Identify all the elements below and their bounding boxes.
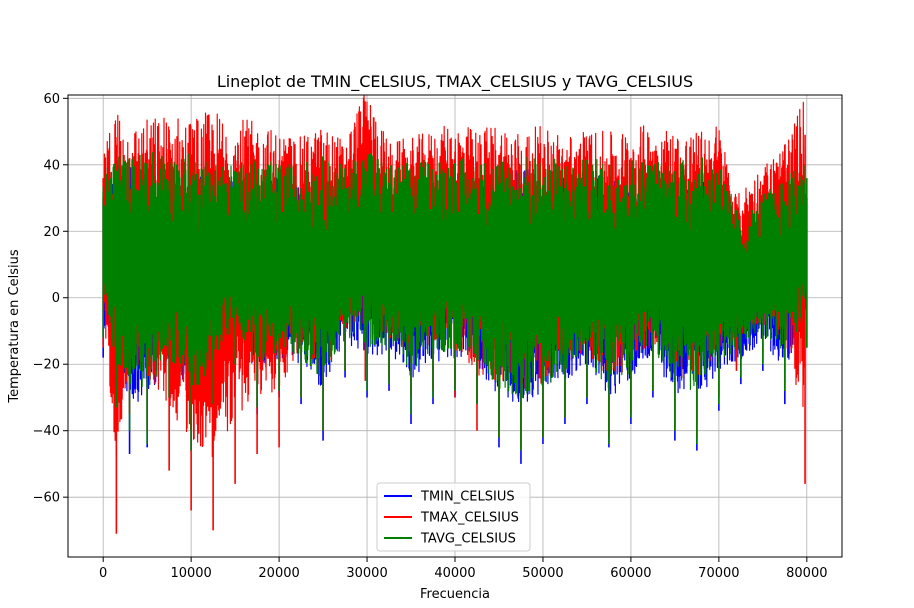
y-axis-label: Temperatura en Celsius [7, 249, 22, 403]
x-tick-label: 70000 [698, 566, 739, 581]
x-tick-label: 50000 [522, 566, 563, 581]
x-tick-label: 40000 [434, 566, 475, 581]
x-axis-label: Frecuencia [420, 587, 490, 602]
x-axis: 0 10000 20000 30000 40000 50000 60000 70000 8000… [99, 557, 827, 581]
y-tick-label: −60 [33, 491, 60, 506]
x-tick-label: 10000 [170, 566, 211, 581]
y-tick-label: −40 [33, 424, 60, 439]
y-tick-label: 40 [43, 158, 60, 173]
legend: TMIN_CELSIUS TMAX_CELSIUS TAVG_CELSIUS [376, 482, 531, 552]
y-tick-label: 20 [43, 225, 60, 240]
series-line-tmax-celsius [102, 95, 806, 458]
y-tick-label: 0 [52, 291, 60, 306]
chart-title: Lineplot de TMIN_CELSIUS, TMAX_CELSIUS y… [217, 72, 693, 92]
x-tick-label: 0 [99, 566, 107, 581]
legend-box [376, 482, 531, 552]
legend-entry: TAVG_CELSIUS [420, 532, 516, 547]
y-tick-label: 60 [43, 92, 60, 107]
series-layer [102, 95, 808, 534]
y-tick-label: −20 [33, 358, 60, 373]
x-tick-label: 30000 [346, 566, 387, 581]
legend-entry: TMAX_CELSIUS [420, 511, 519, 526]
y-axis: −60 −40 −20 0 20 40 60 [33, 92, 68, 506]
x-tick-label: 80000 [786, 566, 827, 581]
series-line-tavg-celsius [102, 152, 808, 399]
x-tick-label: 20000 [258, 566, 299, 581]
x-tick-label: 60000 [610, 566, 651, 581]
legend-entry: TMIN_CELSIUS [420, 490, 515, 505]
